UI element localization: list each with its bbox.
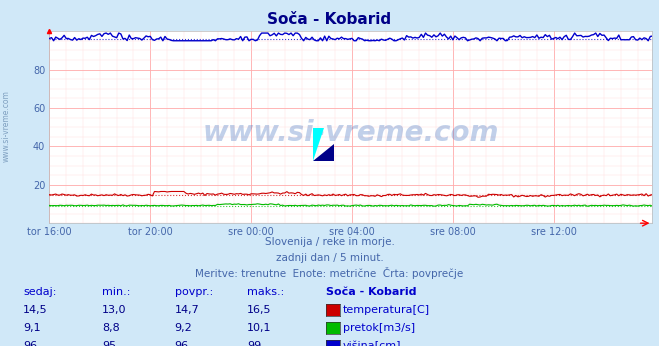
Text: 96: 96	[175, 342, 188, 346]
Text: povpr.:: povpr.:	[175, 288, 213, 297]
Text: 95: 95	[102, 342, 116, 346]
Text: min.:: min.:	[102, 288, 130, 297]
Polygon shape	[313, 128, 324, 161]
Text: maks.:: maks.:	[247, 288, 285, 297]
Text: pretok[m3/s]: pretok[m3/s]	[343, 324, 415, 333]
Text: zadnji dan / 5 minut.: zadnji dan / 5 minut.	[275, 253, 384, 263]
Polygon shape	[313, 145, 334, 161]
Text: Meritve: trenutne  Enote: metrične  Črta: povprečje: Meritve: trenutne Enote: metrične Črta: …	[195, 267, 464, 279]
Text: 16,5: 16,5	[247, 306, 272, 315]
Text: sedaj:: sedaj:	[23, 288, 57, 297]
Text: www.si-vreme.com: www.si-vreme.com	[203, 119, 499, 147]
Text: temperatura[C]: temperatura[C]	[343, 306, 430, 315]
Text: 9,1: 9,1	[23, 324, 41, 333]
Text: www.si-vreme.com: www.si-vreme.com	[2, 90, 11, 162]
Text: 10,1: 10,1	[247, 324, 272, 333]
Text: Soča - Kobarid: Soča - Kobarid	[326, 288, 416, 297]
Text: 99: 99	[247, 342, 262, 346]
Text: 96: 96	[23, 342, 37, 346]
Text: 14,5: 14,5	[23, 306, 47, 315]
Text: 9,2: 9,2	[175, 324, 192, 333]
Text: Slovenija / reke in morje.: Slovenija / reke in morje.	[264, 237, 395, 247]
Text: višina[cm]: višina[cm]	[343, 341, 401, 346]
Text: 14,7: 14,7	[175, 306, 200, 315]
Text: Soča - Kobarid: Soča - Kobarid	[268, 12, 391, 27]
Text: 13,0: 13,0	[102, 306, 127, 315]
Text: 8,8: 8,8	[102, 324, 120, 333]
